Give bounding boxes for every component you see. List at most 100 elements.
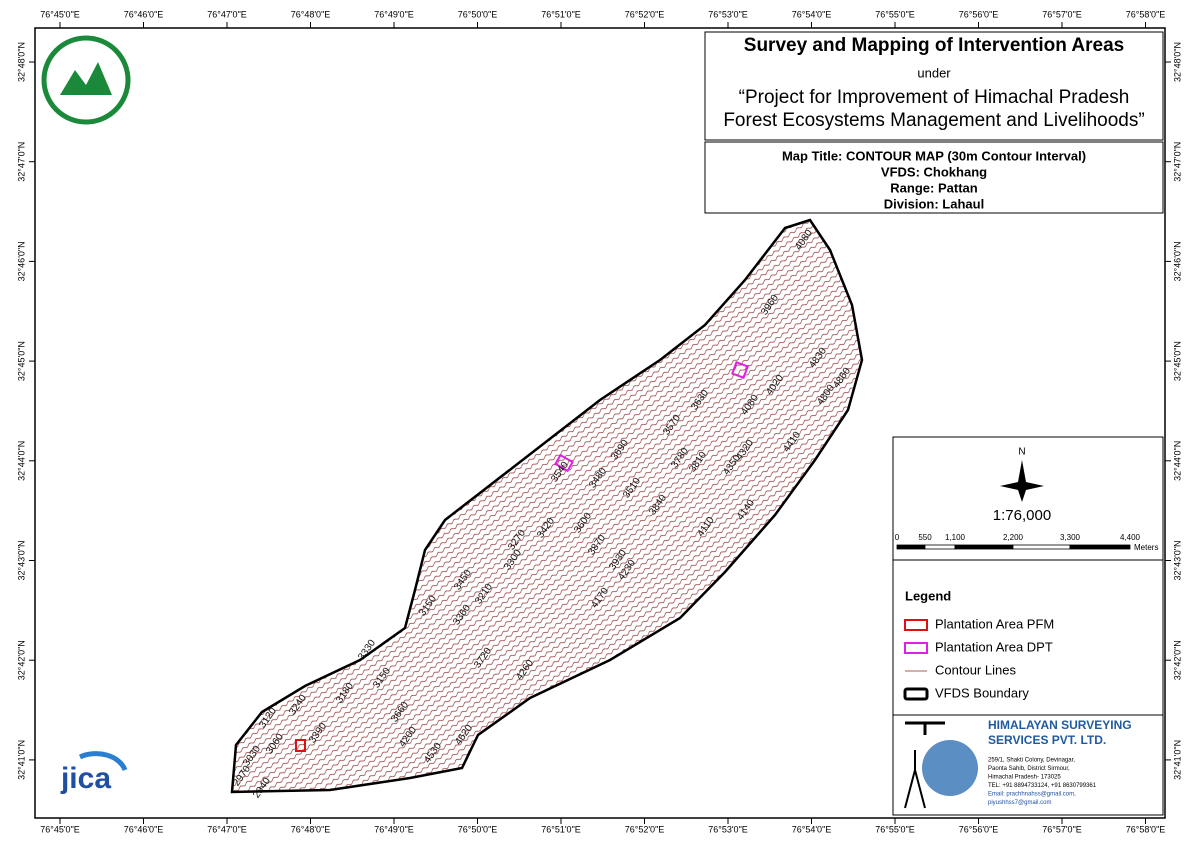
tripod xyxy=(904,750,926,809)
x-coord-label: 76°57'0"E xyxy=(1042,9,1082,19)
company-address: 259/1, Shakti Colony, Devinagar, Paonta S… xyxy=(988,758,1097,807)
x-coord-label: 76°46'0"E xyxy=(124,9,164,19)
map-title: Map Title: CONTOUR MAP (30m Contour Inte… xyxy=(782,148,1086,163)
x-coord-label: 76°56'0"E xyxy=(959,9,999,19)
x-coord-label: 76°53'0"E xyxy=(708,824,748,834)
north-label: N xyxy=(1018,447,1025,458)
swatch xyxy=(904,619,928,631)
scale-segment xyxy=(954,544,1014,550)
scale-tick: 3,300 xyxy=(1060,533,1081,542)
scale-box xyxy=(892,436,1164,561)
division: Division: Lahaul xyxy=(884,196,984,211)
x-coord-label: 76°49'0"E xyxy=(374,824,414,834)
x-coord-label: 76°52'0"E xyxy=(625,824,665,834)
swatch xyxy=(904,642,928,654)
address-line: Email: prachhnahss@gmail.com, xyxy=(988,792,1076,798)
y-coord-label: 32°48'0"N xyxy=(16,42,26,82)
y-coord-label: 32°42'0"N xyxy=(1172,640,1182,680)
plantation-pfm xyxy=(295,739,306,752)
address-line: Paonta Sahib, District Sirmour, xyxy=(988,766,1070,772)
x-coord-label: 76°47'0"E xyxy=(207,9,247,19)
x-coord-label: 76°54'0"E xyxy=(792,9,832,19)
north-arrow xyxy=(1000,460,1044,502)
x-coord-label: 76°50'0"E xyxy=(458,9,498,19)
legend-box xyxy=(892,559,1164,716)
project-line: Forest Ecosystems Management and Livelih… xyxy=(723,110,1144,131)
y-coord-label: 32°43'0"N xyxy=(16,540,26,580)
legend: Plantation Area PFM Plantation Area DPT Co… xyxy=(903,616,1054,701)
scale-ratio: 1:76,000 xyxy=(993,507,1051,524)
jica-logo: jica xyxy=(60,762,111,795)
scale-unit: Meters xyxy=(1134,543,1158,552)
hp-forest-logo xyxy=(41,35,131,125)
x-coord-label: 76°55'0"E xyxy=(875,824,915,834)
x-coord-label: 76°57'0"E xyxy=(1042,824,1082,834)
scale-tick: 4,400 xyxy=(1120,533,1141,542)
vfds-boundary xyxy=(230,218,864,794)
x-coord-label: 76°45'0"E xyxy=(40,824,80,834)
x-coord-label: 76°51'0"E xyxy=(541,9,581,19)
y-coord-label: 32°44'0"N xyxy=(1172,441,1182,481)
y-coord-label: 32°45'0"N xyxy=(1172,341,1182,381)
title-box xyxy=(704,31,1164,141)
address-line: Himachal Pradesh- 173025 xyxy=(988,775,1061,781)
x-coord-label: 76°50'0"E xyxy=(458,824,498,834)
jica-arc xyxy=(78,751,128,772)
x-coord-label: 76°54'0"E xyxy=(792,824,832,834)
x-coord-label: 76°48'0"E xyxy=(291,9,331,19)
company-name: SERVICES PVT. LTD. xyxy=(988,733,1106,747)
address-line: TEL: +91 8894733124, +91 8630799361 xyxy=(988,783,1097,789)
globe-logo xyxy=(922,740,978,796)
y-coord-label: 32°41'0"N xyxy=(1172,740,1182,780)
x-coord-label: 76°51'0"E xyxy=(541,824,581,834)
legend-title: Legend xyxy=(905,588,951,603)
x-coord-label: 76°53'0"E xyxy=(708,9,748,19)
y-coord-label: 32°47'0"N xyxy=(1172,142,1182,182)
scale-tick: 2,200 xyxy=(1003,533,1024,542)
title: Survey and Mapping of Intervention Areas xyxy=(744,35,1124,56)
x-coord-label: 76°46'0"E xyxy=(124,824,164,834)
y-coord-label: 32°43'0"N xyxy=(1172,540,1182,580)
x-coord-label: 76°45'0"E xyxy=(40,9,80,19)
address-line: 259/1, Shakti Colony, Devinagar, xyxy=(988,758,1075,764)
drone xyxy=(905,721,945,735)
legend-item: VFDS Boundary xyxy=(935,685,1029,700)
y-coord-label: 32°48'0"N xyxy=(1172,42,1182,82)
y-coord-label: 32°44'0"N xyxy=(16,441,26,481)
swatch xyxy=(903,687,929,701)
legend-item: Plantation Area PFM xyxy=(935,616,1054,631)
x-coord-label: 76°47'0"E xyxy=(207,824,247,834)
x-coord-label: 76°49'0"E xyxy=(374,9,414,19)
company-name: HIMALAYAN SURVEYING xyxy=(988,718,1132,732)
project-line: “Project for Improvement of Himachal Pra… xyxy=(739,87,1130,108)
plantation-dpt xyxy=(554,453,574,473)
scale-tick: 1,100 xyxy=(945,533,966,542)
graticule: 76°45'0"E 76°45'0"E 76°46'0"E 76°46'0"E 76°4… xyxy=(16,9,1182,834)
scale-tick: 550 xyxy=(918,533,932,542)
x-coord-label: 76°48'0"E xyxy=(291,824,331,834)
scale-segment xyxy=(1069,544,1131,550)
logo-mark xyxy=(60,62,112,95)
x-coord-label: 76°56'0"E xyxy=(959,824,999,834)
x-coord-label: 76°55'0"E xyxy=(875,9,915,19)
vfds: VFDS: Chokhang xyxy=(881,164,987,179)
legend-item: Plantation Area DPT xyxy=(935,639,1053,654)
x-coord-label: 76°52'0"E xyxy=(625,9,665,19)
scale-segment xyxy=(896,544,926,550)
subtitle: under xyxy=(917,65,951,80)
scale-tick: 0 xyxy=(895,533,900,542)
y-coord-label: 32°46'0"N xyxy=(1172,241,1182,281)
plantation-dpt xyxy=(731,361,749,379)
legend-item: Contour Lines xyxy=(935,662,1016,677)
y-coord-label: 32°42'0"N xyxy=(16,640,26,680)
y-coord-label: 32°41'0"N xyxy=(16,740,26,780)
info-box xyxy=(704,141,1164,214)
scale-segment xyxy=(1012,544,1071,550)
x-coord-label: 76°58'0"E xyxy=(1126,9,1166,19)
y-coord-label: 32°46'0"N xyxy=(16,241,26,281)
range: Range: Pattan xyxy=(890,180,977,195)
y-coord-label: 32°47'0"N xyxy=(16,142,26,182)
